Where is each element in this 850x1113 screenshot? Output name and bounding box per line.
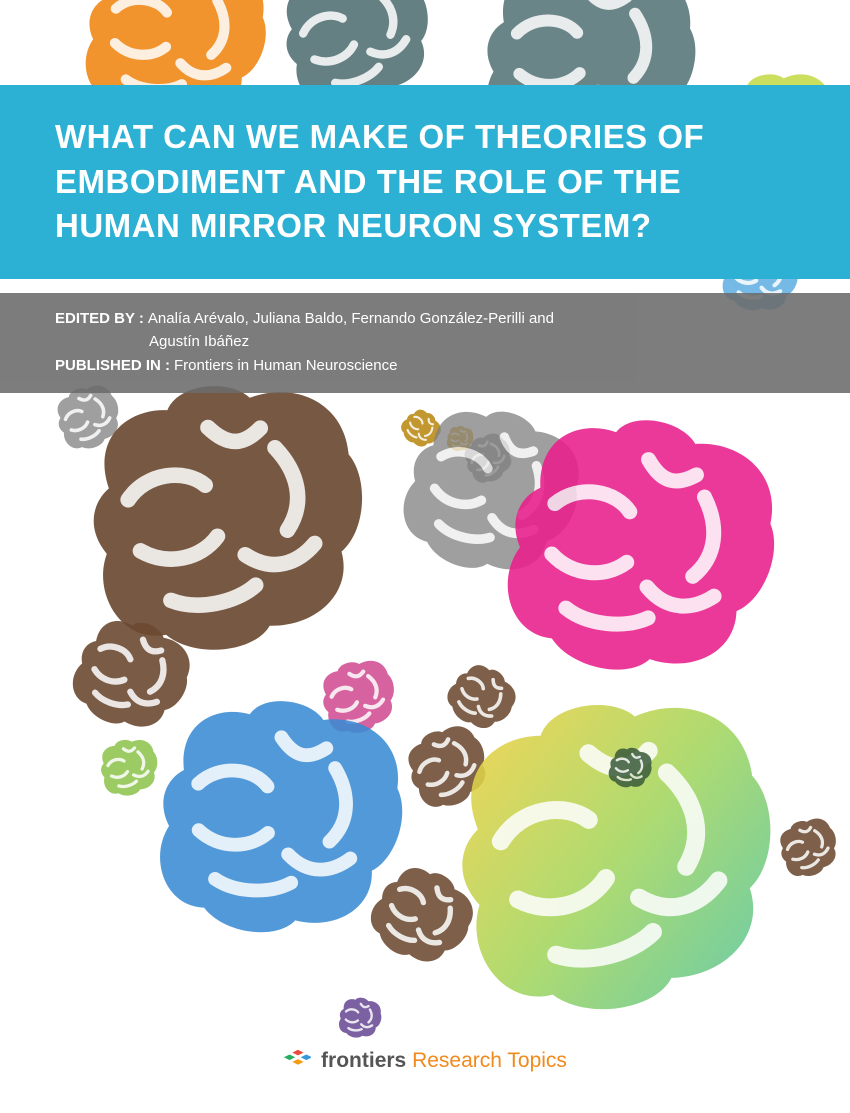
title-band: WHAT CAN WE MAKE OF THEORIES OF EMBODIME… bbox=[0, 85, 850, 279]
cover-title: WHAT CAN WE MAKE OF THEORIES OF EMBODIME… bbox=[55, 118, 704, 244]
footer-brand: frontiers bbox=[321, 1049, 406, 1072]
meta-band: EDITED BY : Analía Arévalo, Juliana Bald… bbox=[0, 293, 850, 393]
edited-by-label: EDITED BY : bbox=[55, 307, 144, 330]
frontiers-logo-icon bbox=[283, 1047, 311, 1075]
footer-section: Research Topics bbox=[412, 1049, 567, 1072]
footer-text: frontiers Research Topics bbox=[321, 1049, 567, 1073]
footer: frontiers Research Topics bbox=[0, 1047, 850, 1075]
published-in-label: PUBLISHED IN : bbox=[55, 354, 170, 377]
published-in-value: Frontiers in Human Neuroscience bbox=[174, 354, 397, 377]
edited-by-value-2: Agustín Ibáñez bbox=[55, 330, 249, 353]
edited-by-value-1: Analía Arévalo, Juliana Baldo, Fernando … bbox=[148, 307, 554, 330]
